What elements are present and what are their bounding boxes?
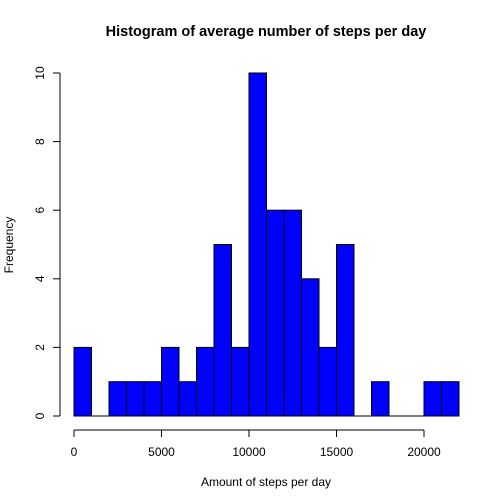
histogram-bar-3	[126, 381, 145, 417]
x-tick-label: 20000	[407, 445, 441, 459]
x-tick-label: 10000	[232, 445, 266, 459]
y-tick-label: 2	[33, 344, 47, 351]
chart-title: Histogram of average number of steps per…	[106, 24, 427, 40]
histogram-bar-6	[178, 381, 197, 417]
histogram-bar-17	[371, 381, 390, 417]
y-tick-label: 0	[33, 412, 47, 419]
histogram-bar-14	[318, 346, 337, 417]
y-tick-label: 10	[33, 66, 47, 80]
bars-group	[73, 72, 460, 417]
histogram-bar-13	[301, 278, 320, 417]
histogram-bar-11	[266, 209, 285, 417]
y-tick-label: 8	[33, 138, 47, 145]
y-tick-label: 4	[33, 275, 47, 282]
x-tick-label: 5000	[148, 445, 175, 459]
histogram-bar-8	[213, 244, 232, 417]
y-tick-label: 6	[33, 207, 47, 214]
histogram-bar-5	[161, 346, 180, 417]
y-axis: 0 2 4 6 8 10	[33, 66, 61, 419]
histogram-bar-12	[283, 209, 302, 417]
histogram-bar-10	[248, 72, 267, 417]
histogram-bar-2	[108, 381, 127, 417]
histogram-bar-7	[196, 346, 215, 417]
x-axis: 0 5000 10000 15000 20000	[71, 429, 441, 459]
x-axis-label: Amount of steps per day	[201, 475, 331, 489]
histogram-bar-0	[73, 346, 92, 417]
y-axis-label: Frequency	[2, 217, 16, 274]
histogram-bar-20	[423, 381, 442, 417]
histogram-bar-4	[143, 381, 162, 417]
x-tick-label: 0	[71, 445, 78, 459]
histogram-bar-21	[441, 381, 460, 417]
histogram-bar-9	[231, 346, 250, 417]
x-tick-label: 15000	[320, 445, 354, 459]
histogram-bar-15	[336, 244, 355, 417]
